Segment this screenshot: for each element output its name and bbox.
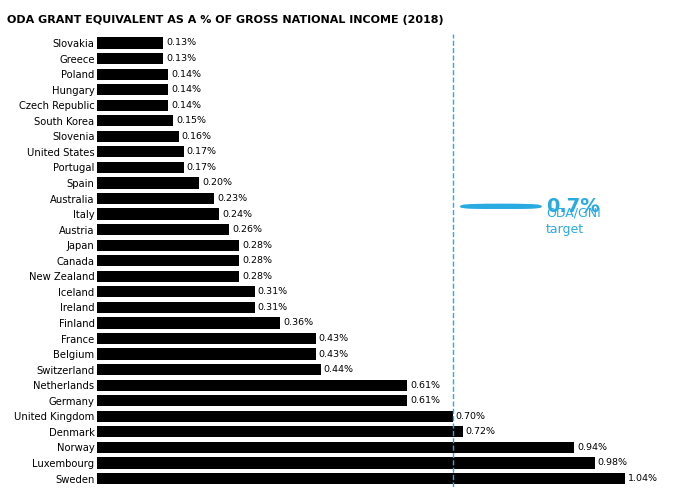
Text: 0.17%: 0.17%: [187, 163, 217, 172]
Text: 0.61%: 0.61%: [410, 396, 440, 405]
Text: ODA GRANT EQUIVALENT AS A % OF GROSS NATIONAL INCOME (2018): ODA GRANT EQUIVALENT AS A % OF GROSS NAT…: [7, 15, 443, 25]
Text: 0.31%: 0.31%: [258, 303, 288, 312]
Text: 0.31%: 0.31%: [258, 287, 288, 296]
Text: 0.61%: 0.61%: [410, 381, 440, 390]
Bar: [97, 193, 214, 204]
Text: 0.17%: 0.17%: [187, 148, 217, 156]
Bar: [97, 115, 174, 126]
Bar: [97, 146, 183, 157]
Text: 0.24%: 0.24%: [222, 210, 252, 218]
Bar: [97, 286, 254, 298]
Bar: [97, 255, 240, 266]
Text: 0.70%: 0.70%: [456, 412, 486, 421]
Bar: [97, 411, 452, 422]
Bar: [97, 84, 168, 95]
Text: 0.13%: 0.13%: [166, 38, 197, 48]
Bar: [97, 426, 463, 437]
Text: 0.20%: 0.20%: [202, 179, 232, 187]
Bar: [97, 380, 407, 391]
Bar: [97, 302, 254, 313]
Text: 0.28%: 0.28%: [243, 241, 272, 250]
Text: 0.7%: 0.7%: [546, 196, 600, 215]
Bar: [97, 473, 626, 484]
Text: 0.36%: 0.36%: [283, 318, 313, 328]
Text: 0.43%: 0.43%: [318, 350, 349, 359]
Bar: [97, 317, 280, 329]
Text: 0.23%: 0.23%: [217, 194, 247, 203]
Text: 0.98%: 0.98%: [598, 459, 628, 467]
Bar: [97, 395, 407, 406]
Text: 0.28%: 0.28%: [243, 272, 272, 281]
Text: 0.43%: 0.43%: [318, 334, 349, 343]
Bar: [97, 162, 183, 173]
Text: 0.14%: 0.14%: [172, 101, 202, 110]
Text: 0.26%: 0.26%: [232, 225, 262, 234]
Bar: [97, 240, 240, 251]
Text: 0.44%: 0.44%: [324, 365, 354, 374]
Text: 0.14%: 0.14%: [172, 69, 202, 79]
Bar: [97, 458, 595, 468]
Bar: [97, 224, 229, 235]
Text: 1.04%: 1.04%: [628, 474, 658, 483]
Bar: [97, 333, 316, 344]
Text: 0.72%: 0.72%: [466, 428, 496, 436]
Bar: [97, 209, 219, 220]
Text: 0.15%: 0.15%: [177, 116, 206, 125]
Bar: [97, 271, 240, 282]
Text: 0.13%: 0.13%: [166, 54, 197, 63]
Bar: [97, 68, 168, 80]
Bar: [97, 131, 179, 142]
Text: ODA/GNI
target: ODA/GNI target: [546, 207, 601, 236]
Bar: [97, 348, 316, 360]
Bar: [97, 364, 320, 375]
Text: 0.16%: 0.16%: [181, 132, 211, 141]
Bar: [97, 37, 163, 49]
Bar: [97, 99, 168, 111]
Bar: [97, 442, 575, 453]
Text: 0.28%: 0.28%: [243, 256, 272, 265]
Bar: [97, 53, 163, 64]
Text: 0.94%: 0.94%: [578, 443, 607, 452]
Text: 0.14%: 0.14%: [172, 85, 202, 94]
Bar: [97, 178, 199, 188]
